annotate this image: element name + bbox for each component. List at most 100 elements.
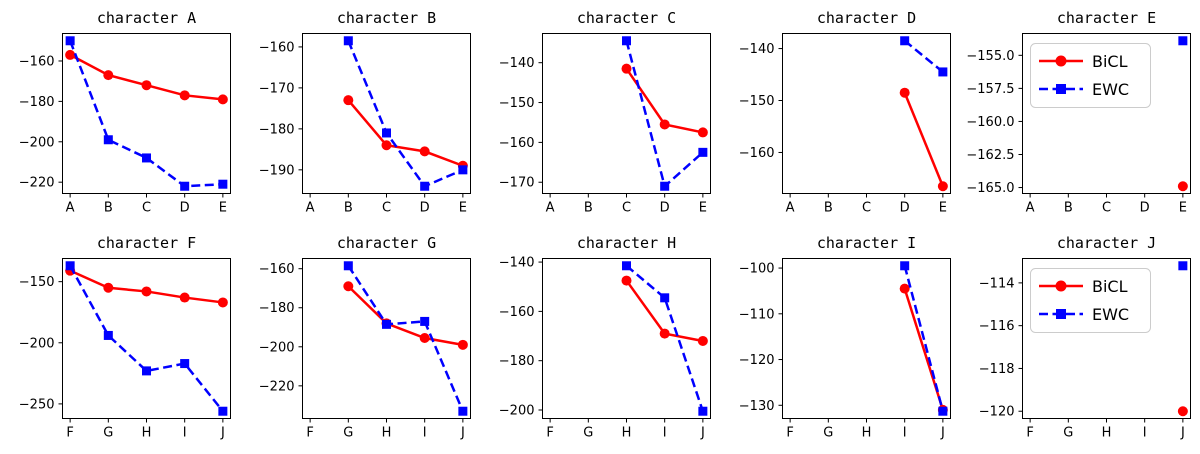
bicl-marker-circle xyxy=(899,283,910,294)
x-axis-tick-label: D xyxy=(660,201,670,216)
ewc-marker-square xyxy=(938,67,948,77)
y-axis-tick-label: −150 xyxy=(499,96,535,111)
plot-area-border xyxy=(62,258,231,419)
x-axis-tick-label: C xyxy=(382,201,391,216)
bicl-marker-circle xyxy=(103,70,114,81)
x-axis-tick-label: A xyxy=(546,201,555,216)
x-axis-tick-label: C xyxy=(142,201,151,216)
x-axis-tick-label: H xyxy=(622,426,632,441)
x-axis-tick-label: H xyxy=(1102,426,1112,441)
x-axis-tick-label: F xyxy=(786,426,793,441)
bicl-marker-circle xyxy=(103,282,114,293)
ewc-marker-square xyxy=(65,36,75,46)
legend-box: BiCL EWC xyxy=(1030,43,1151,108)
y-axis-tick-label: −157.5 xyxy=(966,82,1014,97)
ewc-marker-square xyxy=(343,261,353,271)
bicl-marker-circle xyxy=(419,333,430,344)
x-axis-tick-label: J xyxy=(1180,426,1185,441)
x-axis-tick-label: I xyxy=(903,426,907,441)
chart-title: character F xyxy=(97,234,196,252)
plot-area-border xyxy=(782,33,951,194)
x-axis-tick-label: D xyxy=(180,201,190,216)
x-axis-tick-label: B xyxy=(584,201,593,216)
y-axis-tick-label: −140 xyxy=(499,256,535,271)
y-axis-tick-label: −200 xyxy=(19,135,55,150)
y-axis-tick-label: −160 xyxy=(259,40,295,55)
bicl-marker-circle xyxy=(65,49,76,60)
line-chart: −155.0 −157.5 −160.0 −162.5 −165.0 A B C D E BiCL E… xyxy=(966,9,1191,216)
ewc-line xyxy=(625,40,704,189)
bicl-marker-circle xyxy=(217,94,228,105)
y-axis-tick-label: −130 xyxy=(739,399,775,414)
y-axis-tick-label: −180 xyxy=(259,122,295,137)
x-axis-tick-label: E xyxy=(219,201,227,216)
x-axis-tick-label: J xyxy=(460,426,465,441)
y-axis-tick-label: −170 xyxy=(499,176,535,191)
bicl-line xyxy=(347,99,464,167)
x-axis-tick-label: A xyxy=(66,201,75,216)
bicl-marker-circle xyxy=(343,95,354,106)
chart-title: character J xyxy=(1057,234,1156,252)
x-axis-tick-label: G xyxy=(103,426,113,441)
legend-frame xyxy=(1030,43,1151,108)
y-axis-tick-label: −150 xyxy=(19,275,55,290)
ewc-marker-square xyxy=(65,261,75,271)
ewc-marker-square xyxy=(343,36,353,46)
ewc-marker-square xyxy=(698,147,708,157)
legend-label: EWC xyxy=(1092,80,1129,99)
y-axis-tick-label: −160 xyxy=(739,146,775,161)
ewc-line xyxy=(69,265,224,413)
subplot-character-e: −155.0 −157.5 −160.0 −162.5 −165.0 A B C D E BiCL E… xyxy=(960,0,1200,225)
legend-bicl-sample-marker xyxy=(1055,55,1067,67)
y-axis-tick-label: −155.0 xyxy=(966,49,1014,64)
ewc-marker-square xyxy=(1178,36,1188,46)
y-axis-tick-label: −120 xyxy=(739,353,775,368)
y-axis-tick-label: −160 xyxy=(499,305,535,320)
bicl-marker-circle xyxy=(179,292,190,303)
x-axis-tick-label: E xyxy=(459,201,467,216)
legend-label: BiCL xyxy=(1092,277,1128,296)
x-axis-tick-label: I xyxy=(1143,426,1147,441)
x-axis-tick-label: H xyxy=(862,426,872,441)
chart-title: character I xyxy=(817,234,916,252)
y-axis-tick-label: −160.0 xyxy=(966,115,1014,130)
ewc-line xyxy=(625,264,705,412)
bicl-marker-circle xyxy=(179,90,190,101)
line-chart: −114 −116 −118 −120 F G H I J BiCL EWC character J xyxy=(979,234,1191,441)
ewc-line xyxy=(903,265,945,412)
ewc-marker-square xyxy=(660,293,670,303)
legend-ewc-sample-marker xyxy=(1056,309,1066,319)
y-axis-tick-label: −190 xyxy=(259,163,295,178)
y-axis-tick-label: −250 xyxy=(19,397,55,412)
bicl-marker-circle xyxy=(217,297,228,308)
ewc-marker-square xyxy=(938,406,948,416)
ewc-marker-square xyxy=(698,406,708,416)
chart-title: character E xyxy=(1057,9,1156,27)
ewc-marker-square xyxy=(900,36,910,46)
y-axis-tick-label: −170 xyxy=(259,81,295,96)
y-axis-tick-label: −120 xyxy=(979,405,1015,420)
ewc-marker-square xyxy=(180,359,190,369)
x-axis-tick-label: F xyxy=(1026,426,1033,441)
ewc-marker-square xyxy=(382,128,391,138)
x-axis-tick-label: B xyxy=(344,201,353,216)
ewc-line xyxy=(903,39,944,73)
x-axis-tick-label: H xyxy=(142,426,152,441)
y-axis-tick-label: −118 xyxy=(979,362,1015,377)
legend-label: EWC xyxy=(1092,305,1129,324)
x-axis-tick-label: B xyxy=(1064,201,1073,216)
x-axis-tick-label: I xyxy=(183,426,187,441)
bicl-marker-circle xyxy=(343,281,354,292)
chart-title: character A xyxy=(97,9,196,27)
x-axis-tick-label: J xyxy=(700,426,705,441)
y-axis-tick-label: −160 xyxy=(19,54,55,69)
